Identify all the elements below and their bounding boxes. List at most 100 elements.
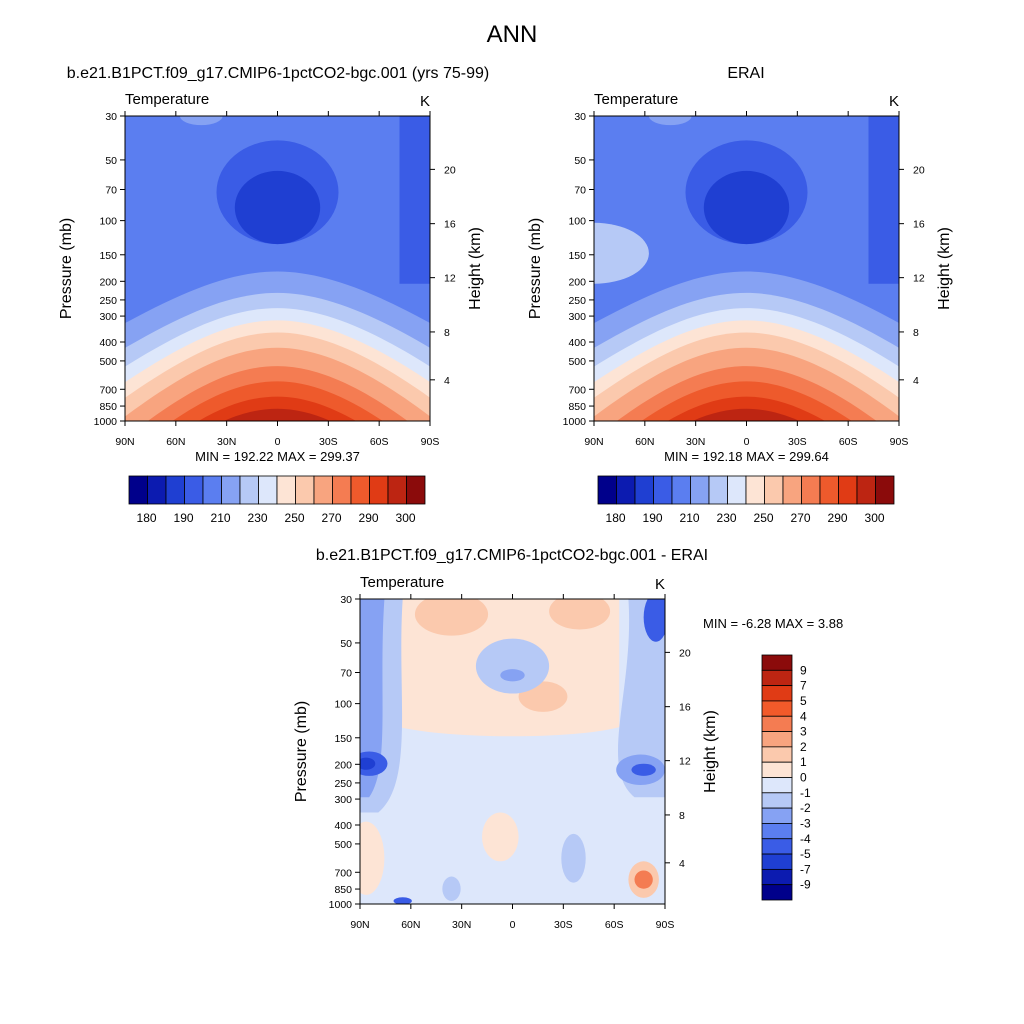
y-tick-label: 500 [568,356,586,368]
field-patch [648,116,692,126]
panel-3: b.e21.B1PCT.f09_g17.CMIP6-1pctCO2-bgc.00… [293,547,843,931]
colorbar-swatch [761,700,793,717]
y-tick-label: 250 [334,778,352,790]
colorbar-swatch [369,475,389,505]
panel-units: K [420,93,430,110]
y-tick-label: 150 [99,250,117,262]
y2-tick-label: 16 [913,219,925,231]
colorbar-label: 250 [754,511,774,525]
figure-title: ANN [487,21,538,48]
contour-field [360,599,665,904]
panel-1: b.e21.B1PCT.f09_g17.CMIP6-1pctCO2-bgc.00… [58,65,489,525]
colorbar-swatch [653,475,673,505]
y-tick-label: 300 [568,311,586,323]
colorbar-swatch [258,475,278,505]
panel-subtitle: Temperature [594,91,678,108]
colorbar-swatch [745,475,765,505]
colorbar-label: 5 [800,694,807,708]
colorbar-swatch [202,475,222,505]
field-patch [179,116,223,126]
x-tick-label: 90N [115,436,134,448]
x-tick-label: 30S [788,436,807,448]
colorbar-label: 3 [800,725,807,739]
contour-field [125,116,430,421]
colorbar-swatch [761,715,793,732]
x-tick-label: 90S [656,919,675,931]
y-tick-label: 700 [334,867,352,879]
colorbar-label: 230 [248,511,268,525]
y2-tick-label: 20 [679,647,691,659]
colorbar-label: 180 [137,511,157,525]
colorbar-swatch [616,475,636,505]
colorbar-swatch [708,475,728,505]
y-tick-label: 250 [568,295,586,307]
colorbar: 9 754 321 0-1-2-3 -4-5-7 -9 [761,654,811,901]
y-tick-label: 50 [574,155,586,167]
y-tick-label: 200 [334,759,352,771]
field-patch [360,757,376,770]
y-tick-label: 100 [99,216,117,228]
y2-tick-label: 20 [913,164,925,176]
colorbar-swatch [761,746,793,763]
colorbar-swatch [147,475,167,505]
colorbar-swatch [387,475,407,505]
colorbar-swatch [761,761,793,778]
x-tick-label: 90S [890,436,909,448]
colorbar-label: 0 [800,771,807,785]
colorbar-swatch [690,475,710,505]
colorbar-swatch [221,475,241,505]
y-tick-label: 30 [105,111,117,123]
colorbar-swatch [801,475,821,505]
colorbar-swatch [856,475,876,505]
colorbar-label: 7 [800,679,807,693]
colorbar-label: -9 [800,878,811,892]
colorbar-swatch [597,475,617,505]
colorbar-label: -1 [800,786,811,800]
x-tick-label: 90N [350,919,369,931]
panel-units: K [889,93,899,110]
colorbar-swatch [634,475,654,505]
colorbar-swatch [761,731,793,748]
y2-tick-label: 12 [913,273,925,285]
y-tick-label: 850 [334,884,352,896]
field-patch [500,669,525,682]
colorbar-swatch [313,475,333,505]
y2-axis-label: Height (km) [702,710,719,793]
y-tick-label: 70 [574,185,586,197]
colorbar-swatch [761,792,793,809]
y2-tick-label: 12 [679,756,691,768]
y-tick-label: 1000 [94,416,118,428]
field-patch [393,897,412,904]
field-band [617,599,665,798]
x-tick-label: 30N [452,919,471,931]
y-tick-label: 70 [105,185,117,197]
colorbar-label: 210 [680,511,700,525]
x-tick-label: 60N [166,436,185,448]
y-tick-label: 50 [340,638,352,650]
field-patch [594,222,649,284]
y-tick-label: 700 [99,384,117,396]
y-tick-label: 100 [568,216,586,228]
field-core [234,170,321,245]
colorbar-label: 190 [174,511,194,525]
field-patch [549,599,611,630]
y2-axis-label: Height (km) [936,227,953,310]
panel-units: K [655,576,665,593]
colorbar-label: -5 [800,847,811,861]
y-tick-label: 150 [568,250,586,262]
colorbar-label: 1 [800,755,807,769]
x-tick-label: 60S [370,436,389,448]
y-tick-label: 850 [99,401,117,413]
colorbar-swatch [761,838,793,855]
y-tick-label: 400 [334,820,352,832]
colorbar-label: -4 [800,832,811,846]
y-tick-label: 400 [568,337,586,349]
panel-stats: MIN = 192.18 MAX = 299.64 [664,449,829,464]
y2-tick-label: 8 [913,327,919,339]
colorbar-swatch [165,475,185,505]
colorbar-swatch [406,475,426,505]
x-tick-label: 60S [839,436,858,448]
panel-stats: MIN = 192.22 MAX = 299.37 [195,449,360,464]
x-tick-label: 30S [319,436,338,448]
